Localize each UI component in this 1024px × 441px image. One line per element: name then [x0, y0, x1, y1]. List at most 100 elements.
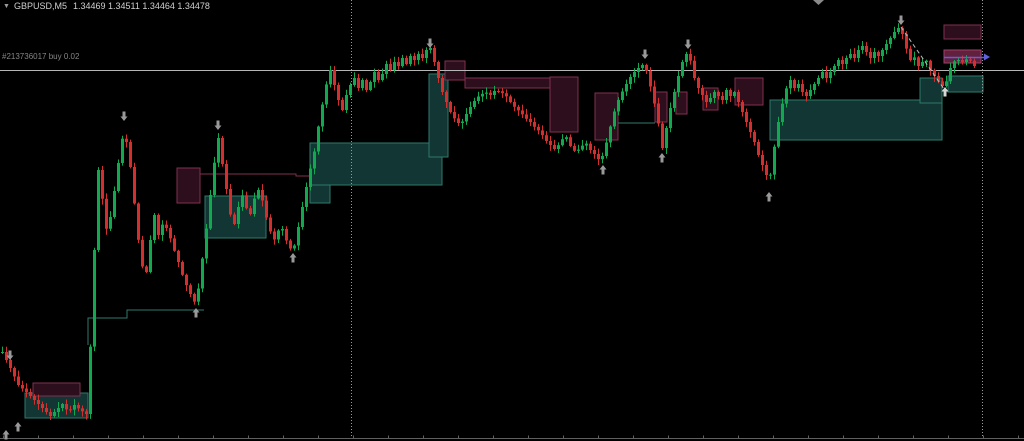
candle-bull: [321, 104, 324, 127]
candle-bear: [229, 189, 232, 215]
signal-arrow-down-icon: [6, 350, 14, 360]
signal-arrow-down-icon: [897, 15, 905, 25]
candle-bull: [361, 80, 364, 88]
signal-arrow-down-icon: [426, 38, 434, 48]
candle-bear: [101, 170, 104, 199]
candle-bull: [393, 62, 396, 70]
candle-bear: [105, 198, 108, 229]
candle-bear: [421, 54, 424, 58]
candle-bear: [573, 146, 576, 151]
candle-bull: [201, 258, 204, 289]
candle-bear: [129, 142, 132, 167]
candle-bear: [877, 52, 880, 56]
candle-bull: [461, 121, 464, 123]
candle-bear: [533, 122, 536, 127]
candle-bear: [929, 60, 932, 70]
candle-bull: [57, 408, 60, 412]
candle-bear: [45, 408, 48, 412]
candle-bull: [213, 162, 216, 195]
candle-bear: [21, 385, 24, 389]
candle-bull: [685, 54, 688, 62]
demand-zone: [769, 99, 943, 141]
candle-bull: [153, 215, 156, 240]
candle-bull: [369, 82, 372, 90]
candle-bear: [905, 34, 908, 49]
one-click-trading-toggle-icon[interactable]: ▼: [3, 3, 10, 10]
candle-bear: [661, 123, 664, 148]
candle-bull: [617, 100, 620, 112]
candle-bear: [509, 96, 512, 102]
candle-bull: [349, 85, 352, 95]
candle-bear: [589, 143, 592, 150]
zone-boundary-line: [87, 309, 204, 345]
candle-bull: [385, 64, 388, 74]
candle-bear: [185, 274, 188, 286]
candle-bear: [77, 405, 80, 409]
candle-bear: [489, 92, 492, 95]
candle-bear: [745, 112, 748, 122]
candle-bull: [329, 70, 332, 85]
candle-bull: [809, 90, 812, 96]
candle-bear: [597, 154, 600, 160]
candle-bear: [193, 294, 196, 302]
candle-bull: [601, 156, 604, 160]
supply-zone: [464, 77, 551, 89]
candle-bear: [449, 102, 452, 112]
candle-bear: [85, 411, 88, 414]
candle-bull: [217, 138, 220, 163]
demand-zone: [947, 75, 984, 93]
demand-zone: [428, 73, 449, 158]
candle-bull: [253, 198, 256, 214]
candle-bull: [325, 84, 328, 105]
candle-bull: [953, 61, 956, 68]
candle-bear: [405, 58, 408, 64]
candle-bear: [165, 224, 168, 228]
candle-bull: [465, 114, 468, 122]
candle-bull: [117, 163, 120, 191]
candle-bull: [665, 128, 668, 148]
open-position-label[interactable]: #213736017 buy 0.02: [2, 52, 80, 61]
candle-bear: [961, 60, 964, 62]
signal-arrow-up-icon: [192, 308, 200, 318]
chart-shift-marker-icon[interactable]: [813, 0, 824, 5]
candle-bull: [373, 72, 376, 82]
candle-bull: [477, 96, 480, 101]
candle-bear: [553, 145, 556, 149]
candle-bear: [69, 409, 72, 411]
candle-bear: [761, 155, 764, 165]
candle-bear: [549, 141, 552, 145]
candle-bear: [377, 72, 380, 80]
candle-bull: [733, 92, 736, 96]
candle-bull: [161, 224, 164, 235]
candle-bear: [453, 112, 456, 119]
candle-bull: [301, 207, 304, 227]
candle-bear: [853, 54, 856, 58]
candle-bear: [793, 80, 796, 88]
signal-arrow-up-icon: [658, 153, 666, 163]
supply-zone: [675, 91, 688, 115]
candle-bear: [13, 368, 16, 377]
candle-bear: [273, 231, 276, 240]
candle-bear: [805, 92, 808, 96]
candle-bear: [437, 62, 440, 78]
signal-arrow-up-icon: [941, 87, 949, 97]
candle-bear: [245, 195, 248, 209]
candle-bear: [801, 84, 804, 92]
candle-bull: [609, 126, 612, 143]
candle-bear: [513, 102, 516, 107]
candle-bull: [629, 77, 632, 84]
candle-bear: [825, 72, 828, 78]
candle-bear: [9, 360, 12, 368]
candle-bull: [957, 60, 960, 62]
candle-bull: [925, 60, 928, 62]
candle-bull: [381, 74, 384, 80]
candle-bear: [25, 388, 28, 392]
candle-bear: [65, 404, 68, 410]
candle-bear: [365, 80, 368, 90]
candle-bear: [157, 215, 160, 235]
candle-bear: [737, 92, 740, 102]
candle-bull: [557, 145, 560, 149]
candle-bear: [525, 114, 528, 119]
